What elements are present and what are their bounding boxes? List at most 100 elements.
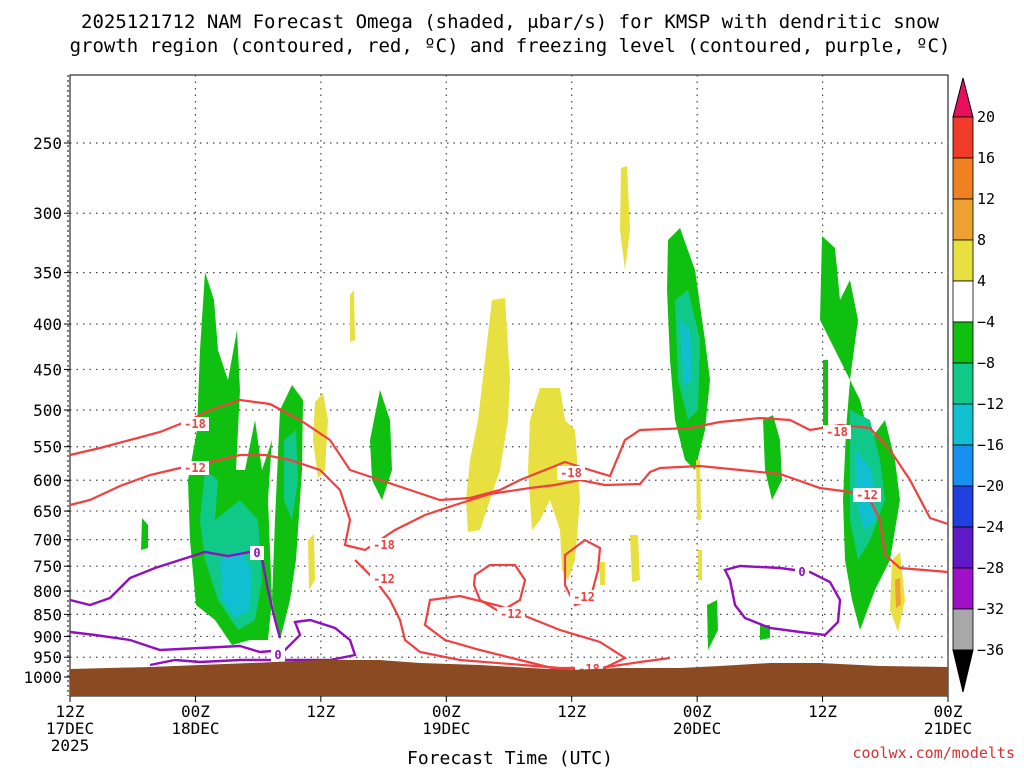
colorbar-level-label-3: 12 xyxy=(977,190,995,208)
x-tick-label-3-1: 00Z xyxy=(432,702,461,721)
omega-ascent-cyan-a xyxy=(220,550,252,618)
contour-label-red-7: -12 xyxy=(573,590,595,604)
x-tick-label-0-1: 12Z xyxy=(56,702,85,721)
y-tick-label-1000: 1000 xyxy=(23,668,62,687)
y-tick-label-900: 900 xyxy=(33,627,62,646)
contour-label-purple-3: 0 xyxy=(798,565,805,579)
x-tick-label-4-1: 12Z xyxy=(557,702,586,721)
contour-label-red-1: -18 xyxy=(184,417,206,431)
omega-ascent-cyan-e xyxy=(680,320,692,385)
omega-ascent-green-h xyxy=(760,625,770,640)
y-tick-label-800: 800 xyxy=(33,582,62,601)
contour-label-red-9: -18 xyxy=(826,425,848,439)
colorbar-level-label-8: −12 xyxy=(977,395,1004,413)
colorbar-level-label-12: −28 xyxy=(977,559,1004,577)
colorbar-level-label-1: 20 xyxy=(977,108,995,126)
colorbar-box-3 xyxy=(952,198,974,241)
contour-label-purple-1: 0 xyxy=(253,546,260,560)
dgz-contour-minus12-small xyxy=(563,538,602,607)
y-tick-label-500: 500 xyxy=(33,401,62,420)
colorbar-box-11 xyxy=(952,526,974,569)
colorbar-level-label-13: −32 xyxy=(977,600,1004,618)
omega-ascent-green-d xyxy=(370,390,392,500)
omega-ascent-green-g xyxy=(707,600,718,650)
colorbar-box-6 xyxy=(952,321,974,364)
colorbar-level-label-14: −36 xyxy=(977,641,1004,659)
colorbar-box-9 xyxy=(952,444,974,487)
colorbar: 20 16 12 8 4 −4 −8 −12 −16 −20 −24 −28 −32 −36 xyxy=(952,77,1004,693)
y-tick-label-600: 600 xyxy=(33,471,62,490)
chart-title-line-1: 2025121712 NAM Forecast Omega (shaded, μ… xyxy=(81,11,939,33)
omega-descent-orange-k xyxy=(895,578,901,608)
colorbar-level-label-11: −24 xyxy=(977,518,1004,536)
terrain-ground xyxy=(70,660,948,696)
colorbar-level-label-10: −20 xyxy=(977,477,1004,495)
y-tick-label-300: 300 xyxy=(33,204,62,223)
x-tick-label-3-2: 19DEC xyxy=(422,719,470,738)
contour-label-purple-2: 0 xyxy=(274,648,281,662)
colorbar-level-label-5: 4 xyxy=(977,272,986,290)
x-tick-label-0-2: 17DEC xyxy=(46,719,94,738)
y-tick-label-650: 650 xyxy=(33,502,62,521)
y-tick-label-950: 950 xyxy=(33,648,62,667)
colorbar-bottom-triangle xyxy=(952,649,974,693)
omega-ascent-green-c xyxy=(141,518,148,550)
colorbar-top-triangle xyxy=(952,77,974,118)
colorbar-level-label-2: 16 xyxy=(977,149,995,167)
colorbar-box-13 xyxy=(952,608,974,651)
contour-label-red-10: -12 xyxy=(856,488,878,502)
y-tick-label-250: 250 xyxy=(33,134,62,153)
x-tick-label-6-1: 12Z xyxy=(808,702,837,721)
colorbar-level-label-6: −4 xyxy=(977,313,995,331)
freezing-contour-b xyxy=(69,618,357,667)
contour-label-red-5: -18 xyxy=(560,466,582,480)
colorbar-box-2 xyxy=(952,157,974,200)
colorbar-box-8 xyxy=(952,403,974,446)
omega-ascent-green-j xyxy=(823,360,828,435)
x-tick-label-7-2: 21DEC xyxy=(924,719,972,738)
colorbar-level-label-4: 8 xyxy=(977,231,986,249)
x-axis-label: Forecast Time (UTC) xyxy=(407,748,613,768)
credit-text: coolwx.com/modelts xyxy=(852,744,1015,762)
contour-label-red-3: -18 xyxy=(373,538,395,552)
x-tick-label-5-2: 20DEC xyxy=(673,719,721,738)
omega-descent-yellow-b xyxy=(350,290,355,342)
x-tick-label-2-1: 12Z xyxy=(306,702,335,721)
x-tick-label-1-2: 18DEC xyxy=(171,719,219,738)
colorbar-box-7 xyxy=(952,362,974,405)
x-tick-label-7-1: 00Z xyxy=(934,702,963,721)
x-tick-label-0-3: 2025 xyxy=(51,736,90,755)
x-tick-label-5-1: 00Z xyxy=(683,702,712,721)
y-tick-label-750: 750 xyxy=(33,557,62,576)
y-tick-label-350: 350 xyxy=(33,264,62,283)
omega-descent-yellow-f xyxy=(308,534,315,590)
omega-descent-yellow-g xyxy=(630,535,640,582)
omega-ascent-teal-b xyxy=(284,430,298,520)
omega-descent-yellow-d xyxy=(528,388,580,580)
y-tick-label-550: 550 xyxy=(33,438,62,457)
y-axis: 250 300 350 400 450 500 550 600 650 700 750 800 850 9… xyxy=(23,134,70,687)
omega-descent-yellow-e xyxy=(620,166,630,270)
contour-label-red-2: -12 xyxy=(184,461,206,475)
freezing-contour-a xyxy=(69,550,282,639)
freezing-level-contours xyxy=(69,550,842,667)
colorbar-box-10 xyxy=(952,485,974,528)
gridlines xyxy=(67,75,948,696)
dgz-contour-minus12-upper xyxy=(69,453,949,574)
omega-descent-yellow-c xyxy=(466,298,510,532)
chart-title-line-2: growth region (contoured, red, ºC) and f… xyxy=(70,35,951,57)
y-tick-label-850: 850 xyxy=(33,605,62,624)
x-tick-label-1-1: 00Z xyxy=(181,702,210,721)
y-tick-label-400: 400 xyxy=(33,315,62,334)
omega-descent-yellow-h xyxy=(600,562,605,585)
colorbar-box-4 xyxy=(952,239,974,282)
colorbar-box-1 xyxy=(952,116,974,159)
colorbar-box-12 xyxy=(952,567,974,610)
y-tick-label-700: 700 xyxy=(33,531,62,550)
dgz-contour-minus12-loop xyxy=(472,563,527,614)
colorbar-level-label-9: −16 xyxy=(977,436,1004,454)
freezing-contour-c xyxy=(723,564,842,637)
colorbar-box-5 xyxy=(952,280,974,323)
